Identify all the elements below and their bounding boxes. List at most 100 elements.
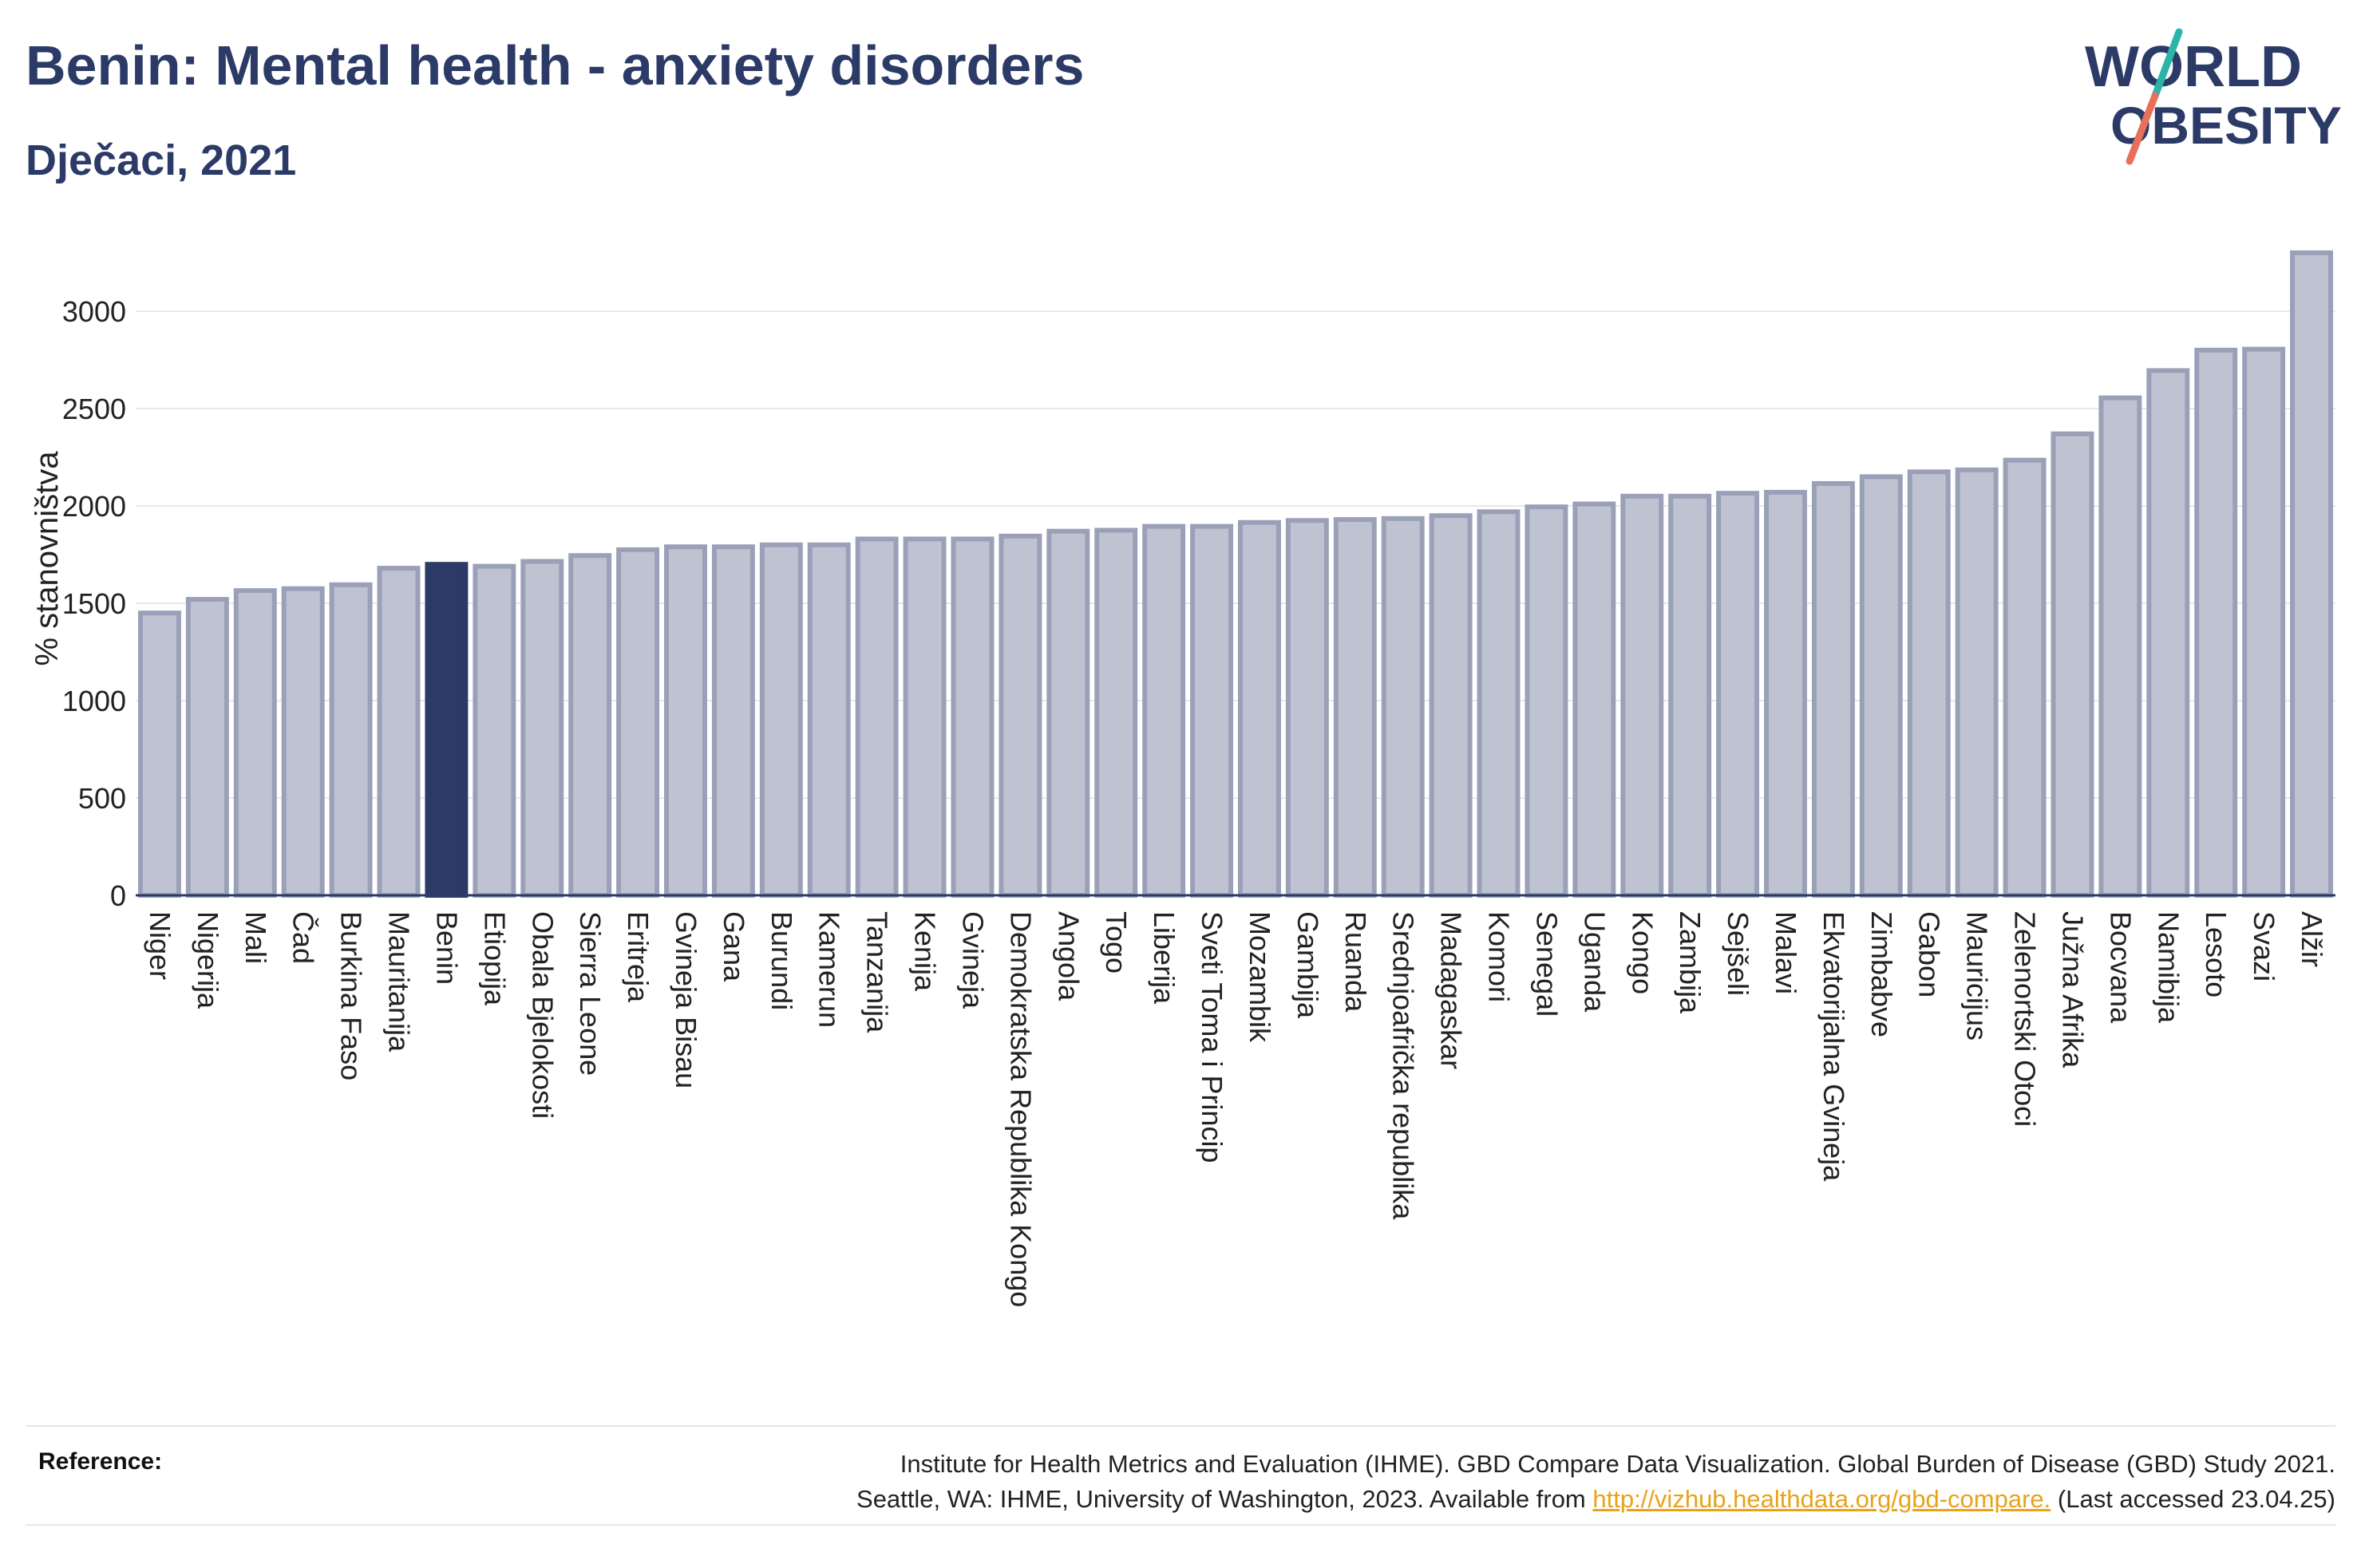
bar [2003,457,2047,898]
y-tick-label: 500 [78,782,126,815]
bar [711,544,755,898]
reference-text: Institute for Health Metrics and Evaluat… [856,1447,2335,1517]
bar [1907,469,1951,898]
x-tick-label: Obala Bjelokosti [526,911,559,1119]
reference-line-1: Institute for Health Metrics and Evaluat… [900,1450,2335,1478]
bar [1859,474,1903,898]
bar [233,588,277,898]
x-tick-label: Namibija [2152,911,2185,1024]
y-axis-label: % stanovništva [30,451,65,666]
bar [1955,467,1999,898]
bar [1046,528,1090,898]
logo-slash-coral [2126,92,2159,165]
bar [903,536,947,898]
bar [568,553,612,898]
logo-slash-teal [2151,28,2183,100]
x-tick-label: Gvineja [956,911,989,1009]
bar [377,566,421,899]
x-tick-label: Zambija [1674,911,1706,1014]
divider-top [26,1425,2335,1427]
x-tick-label: Mozambik [1244,911,1276,1043]
reference-link[interactable]: http://vizhub.healthdata.org/gbd-compare… [1592,1485,2051,1513]
bar [425,562,469,898]
bar [473,563,516,898]
bar [1477,509,1521,898]
bar [1285,518,1329,898]
bar [1381,515,1425,898]
x-tick-label: Srednjoafrička republika [1387,911,1420,1220]
bar [2242,346,2286,898]
x-tick-label: Gana [718,911,750,982]
y-tick-label: 2500 [62,393,126,425]
bar [1429,513,1473,898]
x-tick-label: Alžir [2296,911,2328,967]
x-tick-label: Sejšeli [1722,911,1754,996]
x-tick-label: Zimbabve [1865,911,1898,1037]
reference-label: Reference: [38,1448,163,1475]
bar [2146,368,2190,899]
bar [1525,504,1568,898]
x-tick-label: Uganda [1578,911,1611,1013]
bar [2098,395,2142,898]
x-tick-label: Malavi [1770,911,1802,994]
x-tick-label: Kenija [909,911,942,992]
bar [1094,527,1138,898]
world-obesity-logo: WORLD OBESITY [2085,28,2342,165]
chart-subtitle: Dječaci, 2021 [26,136,297,184]
x-tick-label: Zelenortski Otoci [2009,911,2042,1127]
x-tick-label: Benin [430,911,463,985]
bar [1811,480,1855,898]
x-tick-label: Kamerun [813,911,846,1028]
x-tick-label: Togo [1100,911,1133,974]
x-tick-label: Tanzanija [861,911,894,1033]
y-tick-label: 2000 [62,490,126,523]
x-tick-label: Ruanda [1339,911,1372,1013]
x-tick-label: Sierra Leone [574,911,607,1076]
chart-title: Benin: Mental health - anxiety disorders [26,34,1085,97]
bar [329,582,373,898]
x-tick-label: Nigerija [192,911,224,1009]
bar [855,536,899,898]
bar-chart: 0 500 1000 1500 2000 2500 3000 % stanovništva Ni… [30,250,2335,1307]
x-tick-label: Etiopija [478,911,511,1006]
bar [520,559,564,898]
reference-accessed: (Last accessed 23.04.25) [2057,1485,2335,1513]
bar [2194,347,2238,898]
x-tick-label: Liberija [1148,911,1180,1005]
bar [1764,489,1807,898]
bar [999,533,1042,898]
x-tick-label: Kongo [1626,911,1659,994]
bar [1620,493,1664,898]
x-tick-label: Mauritanija [383,911,416,1053]
bar [759,542,803,898]
bar [807,542,851,898]
x-tick-label: Angola [1052,911,1085,1001]
x-tick-label: Svazi [2248,911,2280,981]
bar [2290,250,2334,898]
y-tick-label: 0 [110,879,126,912]
x-tick-label: Eritreja [622,911,655,1003]
bar [951,536,995,898]
bar [137,610,181,898]
x-tick-label: Gabon [1913,911,1946,997]
bar [185,597,229,898]
x-tick-label: Gvineja Bisau [670,911,702,1088]
bar [664,544,707,898]
divider-bottom [26,1524,2335,1526]
y-tick-label: 1500 [62,587,126,620]
bar [1572,501,1616,898]
bar [1333,517,1377,899]
bar [1237,519,1281,898]
x-tick-label: Čad [287,911,320,964]
y-tick-label: 1000 [62,685,126,717]
logo-line-1: WORLD [2085,35,2302,99]
bar [1190,523,1234,898]
x-tick-label: Niger [144,911,176,980]
bar [281,586,325,898]
x-tick-label: Bocvana [2104,911,2137,1024]
x-tick-label: Demokratska Republika Kongo [1004,911,1037,1307]
x-tick-label: Madagaskar [1435,911,1468,1069]
x-tick-label: Senegal [1530,911,1563,1017]
x-tick-label: Komori [1483,911,1516,1002]
bar [1668,493,1712,898]
